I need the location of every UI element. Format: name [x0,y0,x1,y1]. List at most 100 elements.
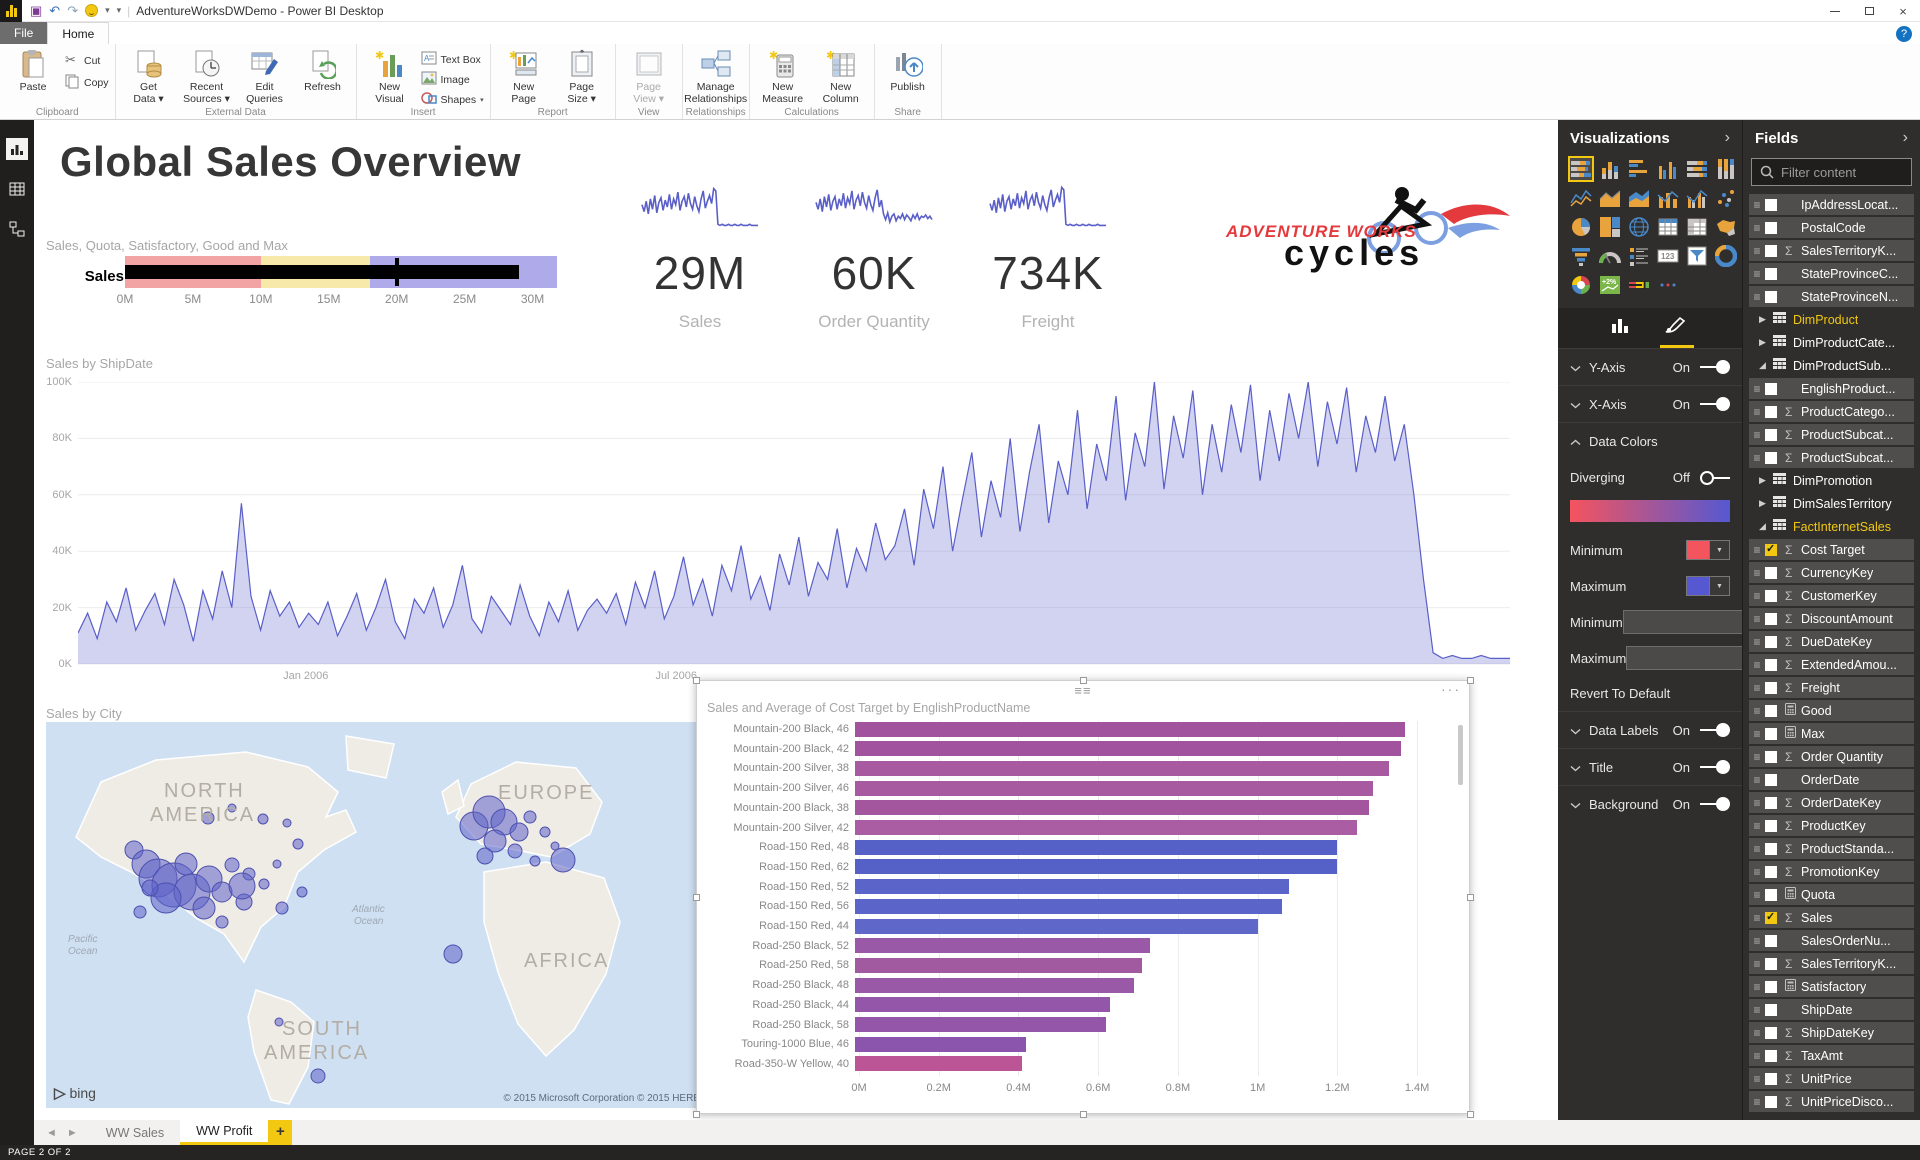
fields-field-row[interactable]: ≡ PostalCode [1749,217,1914,238]
resize-handle[interactable] [1467,677,1474,684]
100-stacked-column-chart-icon[interactable] [1713,156,1739,182]
bar-row[interactable]: Mountain-200 Black, 38 [697,800,1457,816]
field-checkbox[interactable] [1765,888,1777,901]
fields-field-row[interactable]: ≡ Σ UnitPrice [1749,1068,1914,1089]
drag-handle-icon[interactable]: ≡ [1753,542,1761,557]
collapse-visualizations-icon[interactable]: › [1724,129,1730,146]
fields-field-row[interactable]: ≡ Σ Cost Target [1749,539,1914,560]
area-chart-icon[interactable] [1597,185,1623,211]
fields-field-row[interactable]: ≡ Σ OrderDateKey [1749,792,1914,813]
donut-chart-icon[interactable] [1713,243,1739,269]
drag-handle-icon[interactable]: ≡ [1753,864,1761,879]
background-toggle[interactable] [1700,797,1730,811]
section-chevron-icon[interactable] [1570,797,1581,812]
fields-field-row[interactable]: ≡ SalesOrderNu... [1749,930,1914,951]
fields-table-row[interactable]: ◢ DimProductSub... [1749,355,1914,376]
bar-row[interactable]: Road-150 Red, 44 [697,918,1457,934]
resize-handle[interactable] [693,677,700,684]
y-axis-toggle[interactable] [1700,360,1730,374]
diverging-toggle[interactable] [1700,470,1730,485]
fields-field-row[interactable]: ≡ Σ ExtendedAmou... [1749,654,1914,675]
bar-row[interactable]: Mountain-200 Silver, 38 [697,760,1457,776]
drag-handle-icon[interactable]: ≡ [1753,1002,1761,1017]
ribbon-button-image[interactable]: Image [421,71,484,88]
save-icon[interactable]: ▣ [30,3,43,18]
field-checkbox[interactable] [1765,635,1777,648]
fields-field-row[interactable]: ≡ StateProvinceC... [1749,263,1914,284]
bullet-chart-visual-icon[interactable] [1626,272,1652,298]
fields-field-row[interactable]: ≡ Σ Freight [1749,677,1914,698]
fields-field-row[interactable]: ≡ Σ SalesTerritoryK... [1749,240,1914,261]
fields-field-row[interactable]: ≡ Σ ProductCatego... [1749,401,1914,422]
bar-row[interactable]: Touring-1000 Blue, 46 [697,1036,1457,1052]
expand-table-icon[interactable]: ▶ [1759,498,1766,508]
visual-drag-handle-icon[interactable]: ≡≡ [1074,683,1092,698]
field-checkbox[interactable] [1765,819,1777,832]
treemap-icon[interactable] [1597,214,1623,240]
field-checkbox[interactable] [1765,221,1777,234]
fields-table-row[interactable]: ▶ DimProductCate... [1749,332,1914,353]
ribbon-button-get-data[interactable]: Get Data ▾ [122,47,176,105]
pie-chart-icon[interactable] [1568,214,1594,240]
fields-field-row[interactable]: ≡ OrderDate [1749,769,1914,790]
fields-field-row[interactable]: ≡ Good [1749,700,1914,721]
drag-handle-icon[interactable]: ≡ [1753,220,1761,235]
help-button[interactable]: ? [1896,26,1912,42]
field-checkbox[interactable] [1765,934,1777,947]
drag-handle-icon[interactable]: ≡ [1753,956,1761,971]
maximize-button[interactable] [1852,0,1886,22]
matrix-icon[interactable] [1684,214,1710,240]
clustered-bar-chart-icon[interactable] [1626,156,1652,182]
field-checkbox[interactable] [1765,1026,1777,1039]
resize-handle[interactable] [693,894,700,901]
tab-format[interactable] [1660,309,1694,348]
r-script-visual-icon[interactable] [1568,272,1594,298]
drag-handle-icon[interactable]: ≡ [1753,266,1761,281]
page-tab-ww-profit[interactable]: WW Profit [180,1120,269,1145]
line-chart-icon[interactable] [1568,185,1594,211]
fields-table-row[interactable]: ▶ DimProduct [1749,309,1914,330]
redo-icon[interactable]: ↷ [67,3,79,18]
fields-field-row[interactable]: ≡ Max [1749,723,1914,744]
resize-handle[interactable] [1080,677,1087,684]
field-checkbox[interactable] [1765,542,1777,556]
bar-row[interactable]: Road-250 Black, 58 [697,1017,1457,1033]
new-page-button[interactable]: + [268,1120,293,1145]
bar-row[interactable]: Road-250 Black, 44 [697,997,1457,1013]
collapse-table-icon[interactable]: ◢ [1759,521,1766,531]
bar-row[interactable]: Road-250 Black, 48 [697,977,1457,993]
drag-handle-icon[interactable]: ≡ [1753,1094,1761,1109]
feedback-smiley-icon[interactable] [85,4,99,17]
resize-handle[interactable] [1467,894,1474,901]
fields-field-row[interactable]: ≡ Σ UnitPriceDisco... [1749,1091,1914,1112]
field-checkbox[interactable] [1765,1095,1777,1108]
ribbon-button-edit-queries[interactable]: Edit Queries [238,47,292,105]
kpi-card-order-quantity[interactable]: 60K Order Quantity [786,184,962,384]
bar-row[interactable]: Mountain-200 Black, 46 [697,721,1457,737]
format-section-background[interactable]: Background On [1558,785,1742,822]
resize-handle[interactable] [1467,1111,1474,1118]
bar-chart-scrollbar[interactable] [1458,725,1463,785]
ribbon-tab-file[interactable]: File [0,22,48,44]
fields-field-row[interactable]: ≡ EnglishProduct... [1749,378,1914,399]
bar-row[interactable]: Road-250 Red, 58 [697,957,1457,973]
ribbon-button-page-view[interactable]: Page View ▾ [622,47,676,105]
field-checkbox[interactable] [1765,681,1777,694]
fields-field-row[interactable]: ≡ Σ DiscountAmount [1749,608,1914,629]
card-icon[interactable]: 123 [1655,243,1681,269]
fields-field-row[interactable]: ≡ Σ ProductSubcat... [1749,447,1914,468]
nav-data-view[interactable] [6,178,28,200]
color-swatch[interactable] [1686,576,1710,596]
drag-handle-icon[interactable]: ≡ [1753,680,1761,695]
drag-handle-icon[interactable]: ≡ [1753,243,1761,258]
ribbon-tab-home[interactable]: Home [47,22,110,44]
ribbon-button-paste[interactable]: Paste [6,47,60,105]
field-checkbox[interactable] [1765,865,1777,878]
collapse-table-icon[interactable]: ◢ [1759,360,1766,370]
ribbon-button-new-column[interactable]: ✱ New Column [814,47,868,105]
table-icon[interactable] [1655,214,1681,240]
drag-handle-icon[interactable]: ≡ [1753,450,1761,465]
map-visual[interactable]: NORTH AMERICA EUROPE AFRICA SOUTH AMERICA Atla… [46,722,706,1108]
section-chevron-icon[interactable] [1570,360,1581,375]
field-checkbox[interactable] [1765,842,1777,855]
